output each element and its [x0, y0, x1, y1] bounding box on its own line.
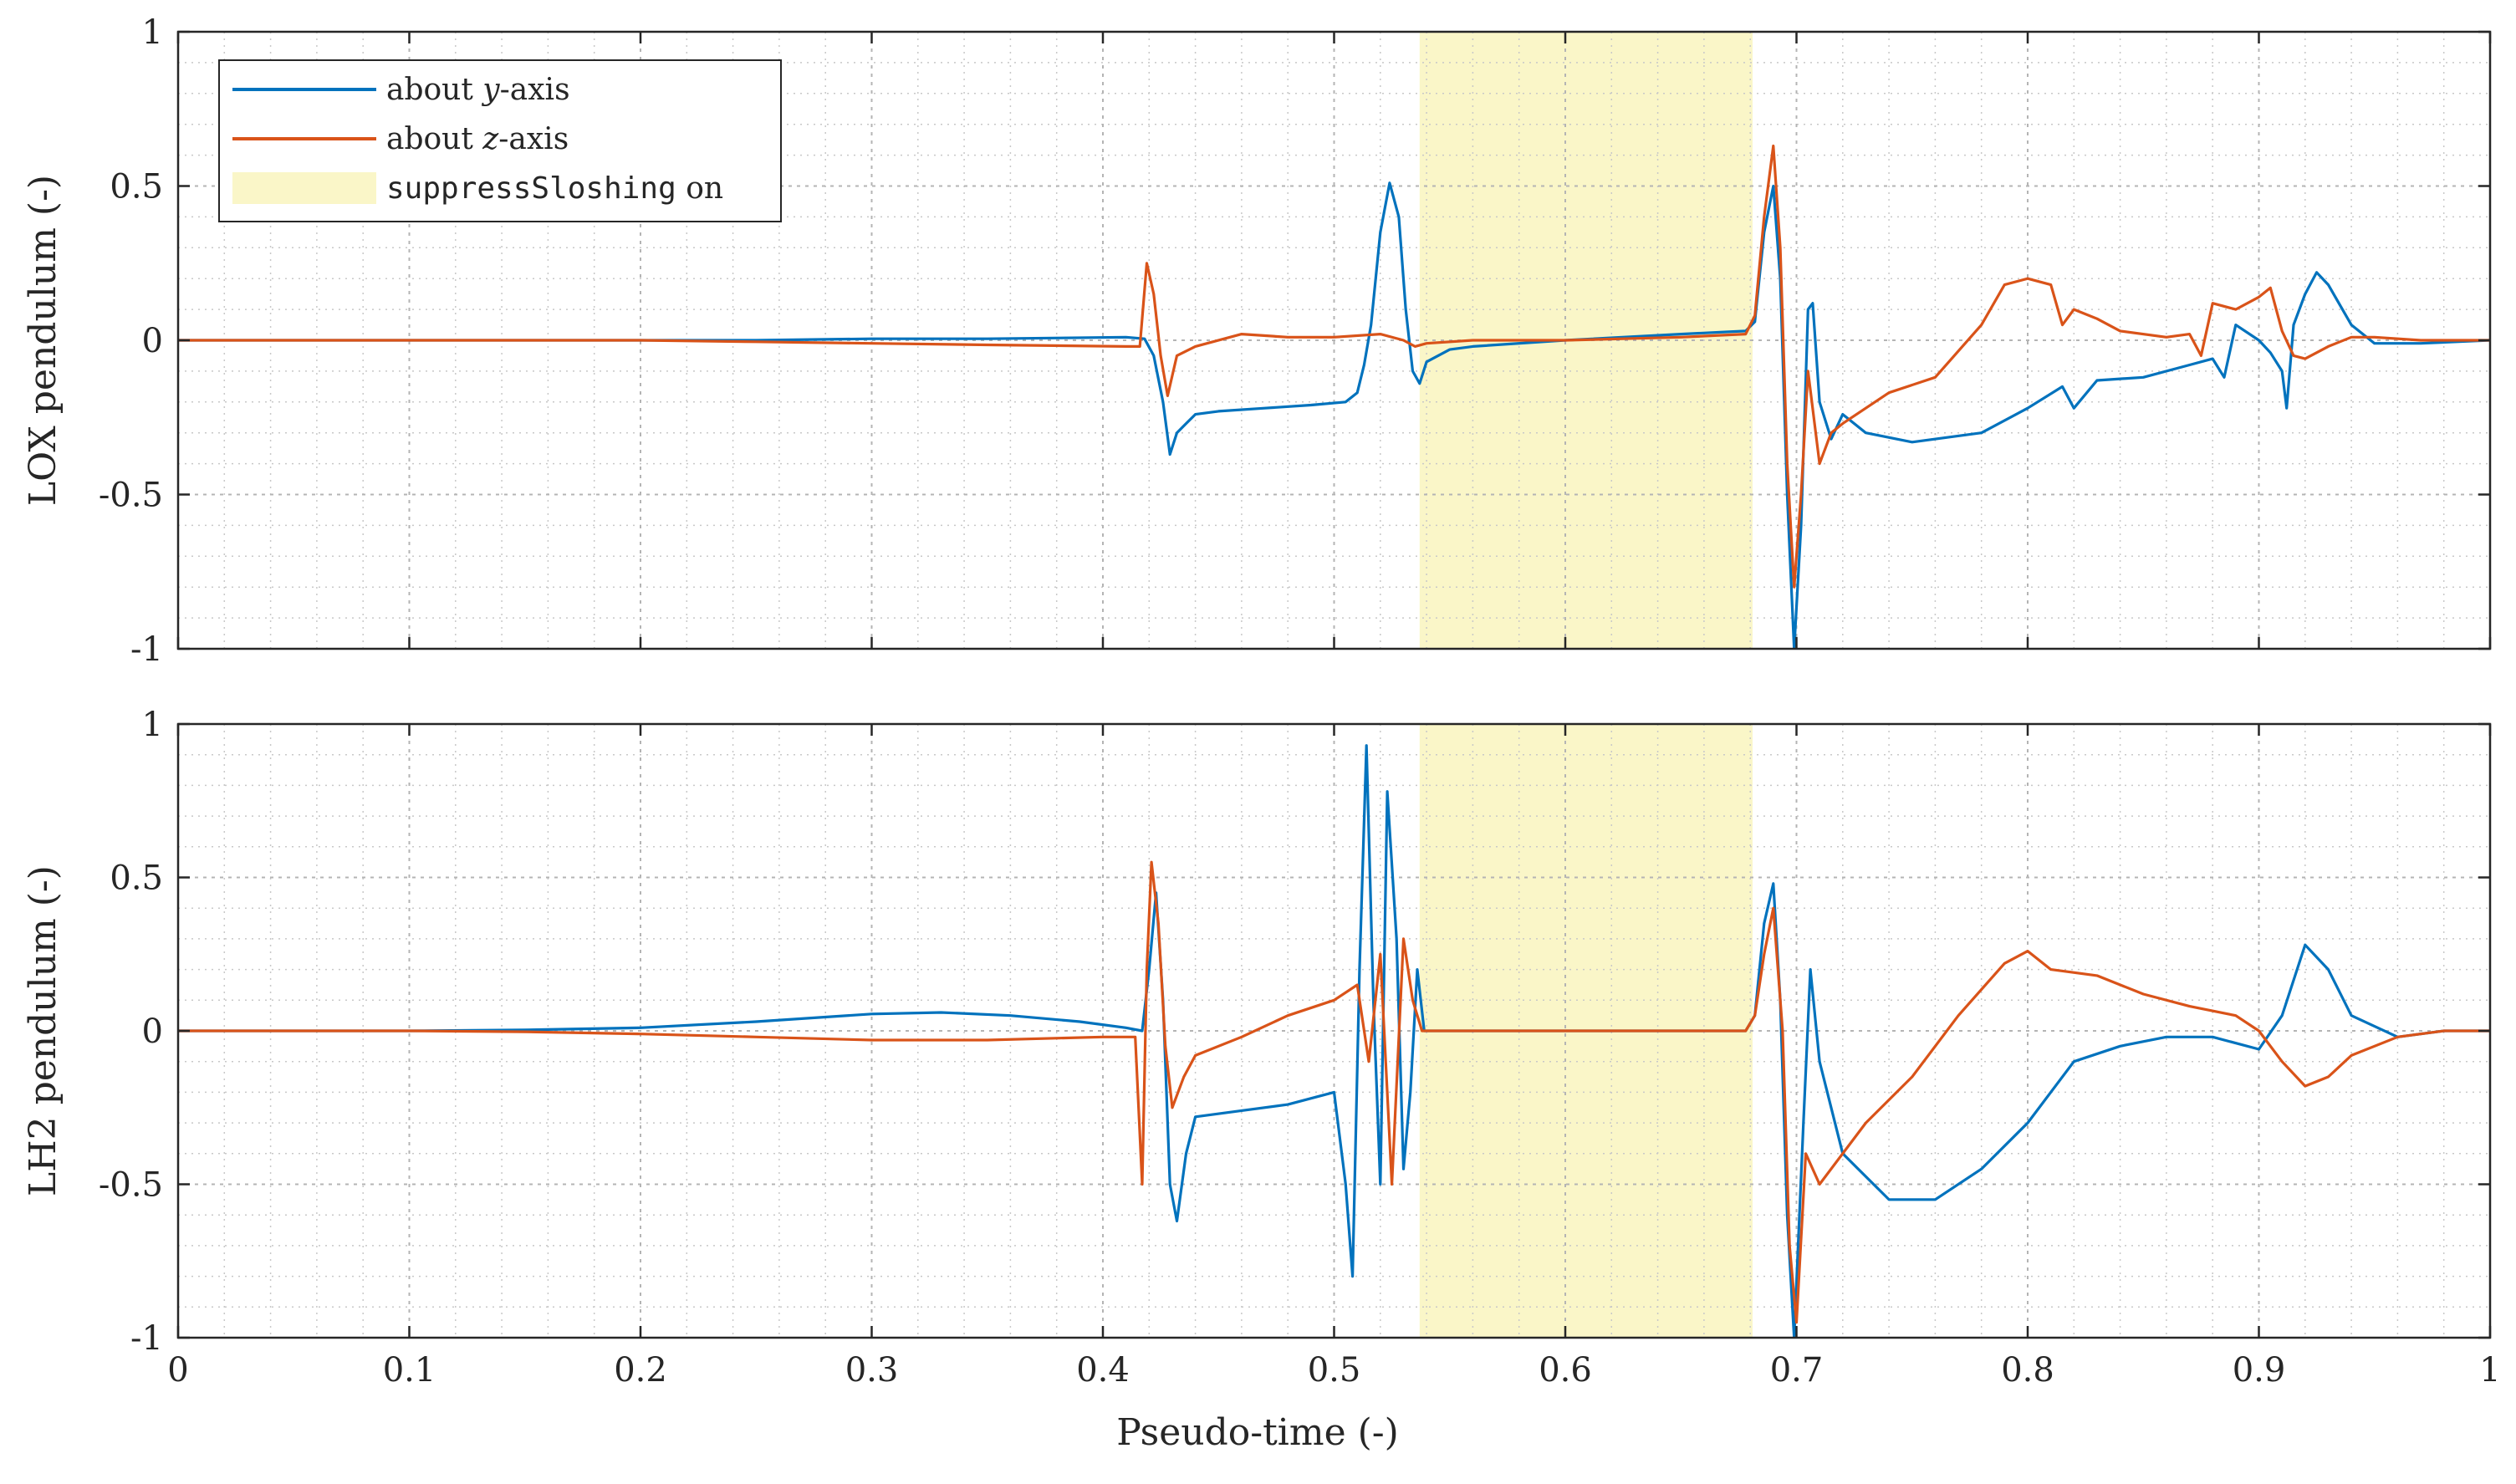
- y-tick-label: 0: [142, 1012, 163, 1051]
- lox-pendulum-panel: -1 -0.5 0 0.5 1 LOX pendulum (-): [22, 13, 2492, 669]
- y-tick-label: 0: [142, 322, 163, 360]
- y-axis-title: LOX pendulum (-): [22, 175, 64, 506]
- legend-label-y: about y-axis: [386, 73, 570, 107]
- y-tick-label: 0.5: [110, 859, 163, 898]
- x-tick-label: 0.6: [1539, 1351, 1592, 1390]
- x-tick-label: 0.1: [383, 1351, 436, 1390]
- series-y-axis-line: [178, 181, 2490, 649]
- y-tick-label: 0.5: [110, 168, 163, 207]
- legend-swatch-suppress: [232, 172, 376, 204]
- y-tick-label: -0.5: [99, 1166, 163, 1205]
- x-tick-label: 0: [167, 1351, 188, 1390]
- y-tick-label: 1: [142, 13, 163, 52]
- legend: about y-axis about z-axis suppressSloshi…: [218, 59, 782, 222]
- x-tick-label: 0.8: [2001, 1351, 2054, 1390]
- y-tick-label: -0.5: [99, 477, 163, 515]
- series-z-axis-line: [178, 144, 2490, 589]
- x-tick-label: 0.5: [1308, 1351, 1361, 1390]
- legend-label-z: about z-axis: [386, 122, 569, 156]
- x-tick-label: 0.9: [2233, 1351, 2286, 1390]
- series-y-axis-line: [178, 744, 2490, 1338]
- x-axis-title: Pseudo-time (-): [1116, 1411, 1399, 1454]
- x-tick-label: 0.2: [614, 1351, 667, 1390]
- y-axis-title: LH2 pendulum (-): [22, 865, 64, 1196]
- lh2-pendulum-panel: 0 0.1 0.2 0.3 0.4 0.5 0.6 0.7 0.8 0.9 1 -1 -0.5 0 0.5 1…: [22, 706, 2501, 1390]
- y-tick-label: -1: [130, 630, 163, 669]
- y-tick-label: 1: [142, 706, 163, 744]
- series-z-axis-line: [178, 860, 2490, 1324]
- x-tick-label: 1: [2479, 1351, 2500, 1390]
- x-tick-label: 0.3: [845, 1351, 899, 1390]
- x-tick-label: 0.4: [1076, 1351, 1130, 1390]
- x-tick-label: 0.7: [1770, 1351, 1824, 1390]
- y-tick-label: -1: [130, 1319, 163, 1358]
- legend-label-suppress: suppressSloshing on: [386, 171, 723, 206]
